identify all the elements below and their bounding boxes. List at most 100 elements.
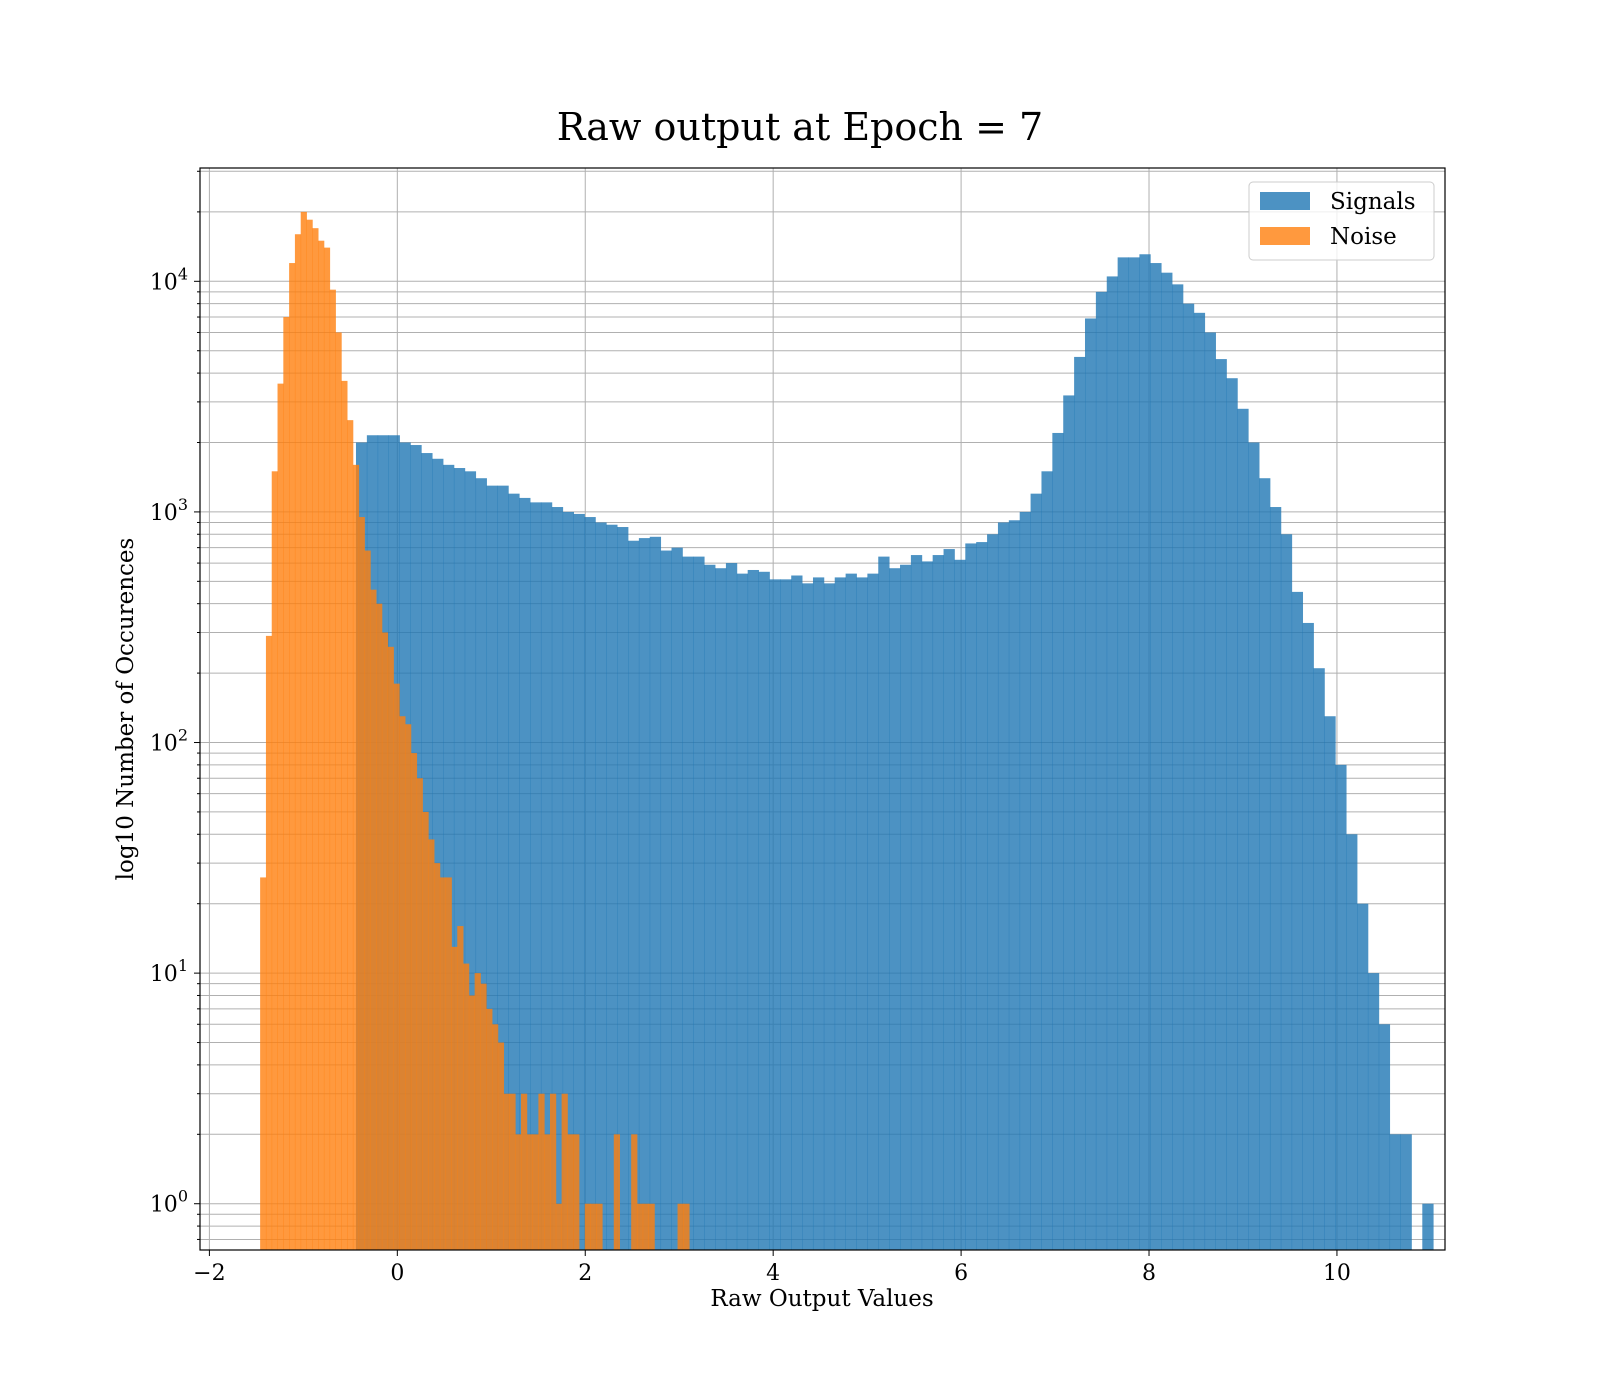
- x-tick-label: 10: [1323, 1261, 1351, 1286]
- histogram-bar-signals: [475, 478, 487, 1251]
- histogram-bar-signals: [1193, 312, 1206, 1250]
- chart-title: Raw output at Epoch = 7: [557, 105, 1043, 149]
- legend-swatch-signals: [1260, 192, 1310, 210]
- histogram-bar-signals: [1041, 471, 1053, 1250]
- histogram-bar-signals: [1259, 478, 1271, 1251]
- histogram-bar-signals: [1248, 442, 1260, 1250]
- histogram-bar-signals: [997, 522, 1010, 1250]
- histogram-bar-signals: [1150, 263, 1162, 1251]
- histogram-bar-noise: [515, 1134, 522, 1250]
- y-axis-label: log10 Number of Occurences: [113, 538, 139, 881]
- histogram-bar-signals: [432, 458, 444, 1250]
- histogram-bar-signals: [1389, 1134, 1401, 1250]
- legend-label-noise: Noise: [1330, 224, 1397, 250]
- histogram-bar-signals: [987, 534, 999, 1250]
- plot-frame: [199, 167, 1446, 1251]
- histogram-bar-noise: [323, 247, 331, 1250]
- x-tick-label: 6: [954, 1261, 968, 1286]
- axis-ticks: −2 0 2 4 6 8 10 100 101 102 103 104: [150, 170, 1351, 1286]
- histogram-bar-signals: [562, 511, 574, 1251]
- histogram-bar-noise: [393, 683, 400, 1250]
- histogram-bar-noise: [642, 1203, 649, 1250]
- histogram-bar-noise: [341, 380, 348, 1250]
- histogram-bar-noise: [636, 1203, 644, 1250]
- histogram-bar-signals: [638, 538, 651, 1250]
- histogram-bar-noise: [434, 863, 441, 1250]
- histogram-bar-noise: [352, 464, 360, 1251]
- histogram-bar-signals: [1357, 903, 1369, 1250]
- histogram-bar-noise: [468, 995, 476, 1250]
- histogram-bar-signals: [464, 471, 477, 1250]
- histogram-bar-noise: [347, 420, 354, 1250]
- histogram-bar-signals: [1019, 511, 1031, 1251]
- histogram-bar-signals: [530, 502, 542, 1250]
- histogram-bar-signals: [519, 497, 531, 1251]
- histogram-bar-noise: [538, 1093, 545, 1250]
- histogram-bar-signals: [1269, 507, 1282, 1251]
- histogram-bar-signals: [1215, 359, 1227, 1250]
- histogram-bar-noise: [532, 1134, 539, 1250]
- histogram-bar-noise: [474, 973, 481, 1250]
- x-tick-label: 4: [766, 1261, 780, 1286]
- histogram-bar-signals: [584, 517, 596, 1250]
- histogram-bar-signals: [823, 583, 836, 1250]
- histogram-bar-signals: [1117, 257, 1129, 1250]
- histogram-bar-signals: [540, 502, 553, 1250]
- histogram-bar-signals: [758, 571, 770, 1250]
- histogram-bar-signals: [671, 547, 683, 1250]
- y-tick-label: 103: [150, 495, 188, 526]
- histogram-bar-signals: [900, 564, 912, 1250]
- histogram-bar-noise: [550, 1093, 557, 1250]
- histogram-bar-noise: [265, 635, 273, 1250]
- histogram-bar-signals: [932, 555, 944, 1250]
- histogram-bar-signals: [867, 573, 879, 1250]
- histogram-bar-noise: [613, 1134, 620, 1250]
- histogram-bar-signals: [1313, 668, 1325, 1250]
- histogram-bar-noise: [486, 1008, 493, 1250]
- histogram-bar-signals: [1095, 291, 1108, 1251]
- histogram-bar-signals: [1008, 520, 1021, 1250]
- histogram-bar-signals: [1291, 591, 1304, 1250]
- histogram-bar-signals: [954, 559, 966, 1250]
- histogram-bar-noise: [445, 877, 452, 1250]
- histogram-bar-signals: [682, 556, 694, 1250]
- histogram-bar-signals: [617, 527, 629, 1250]
- x-tick-label: 8: [1142, 1261, 1156, 1286]
- histogram-bar-noise: [283, 317, 290, 1250]
- histogram-bar-noise: [416, 778, 423, 1250]
- histogram-bar-noise: [410, 753, 418, 1250]
- histogram-bar-noise: [457, 926, 464, 1250]
- histogram-bar-signals: [780, 579, 792, 1250]
- histogram-bar-signals: [976, 542, 988, 1250]
- histogram-bar-noise: [300, 211, 307, 1250]
- histogram-bar-noise: [422, 811, 429, 1250]
- histogram-bar-noise: [648, 1203, 655, 1250]
- histogram-bar-noise: [463, 963, 470, 1250]
- histogram-bar-noise: [335, 332, 342, 1250]
- histogram-bar-signals: [1237, 408, 1249, 1250]
- histogram-bar-signals: [1063, 395, 1075, 1250]
- histogram-bar-noise: [544, 1134, 551, 1250]
- histogram-bar-signals: [965, 543, 977, 1250]
- histogram-bar-signals: [497, 485, 509, 1250]
- histogram-bar-noise: [497, 1042, 505, 1250]
- histogram-bar-noise: [399, 716, 406, 1250]
- histogram-bar-signals: [1378, 1024, 1391, 1250]
- series-signals: [355, 254, 1434, 1251]
- histogram-bar-signals: [834, 577, 847, 1250]
- legend-label-signals: Signals: [1330, 189, 1416, 215]
- histogram-bar-signals: [1139, 254, 1151, 1250]
- histogram-bar-signals: [812, 577, 825, 1250]
- histogram-bar-signals: [725, 563, 738, 1250]
- y-tick-label: 102: [150, 726, 188, 757]
- histogram-bar-signals: [573, 513, 585, 1250]
- histogram-bar-noise: [428, 839, 435, 1250]
- histogram-bar-signals: [649, 536, 662, 1250]
- histogram-bar-signals: [889, 568, 901, 1250]
- histogram-bar-noise: [555, 1203, 563, 1250]
- y-tick-label: 104: [150, 264, 188, 295]
- histogram-bar-signals: [791, 575, 803, 1250]
- histogram-bar-signals: [1400, 1134, 1412, 1250]
- histogram-bar-signals: [595, 522, 607, 1250]
